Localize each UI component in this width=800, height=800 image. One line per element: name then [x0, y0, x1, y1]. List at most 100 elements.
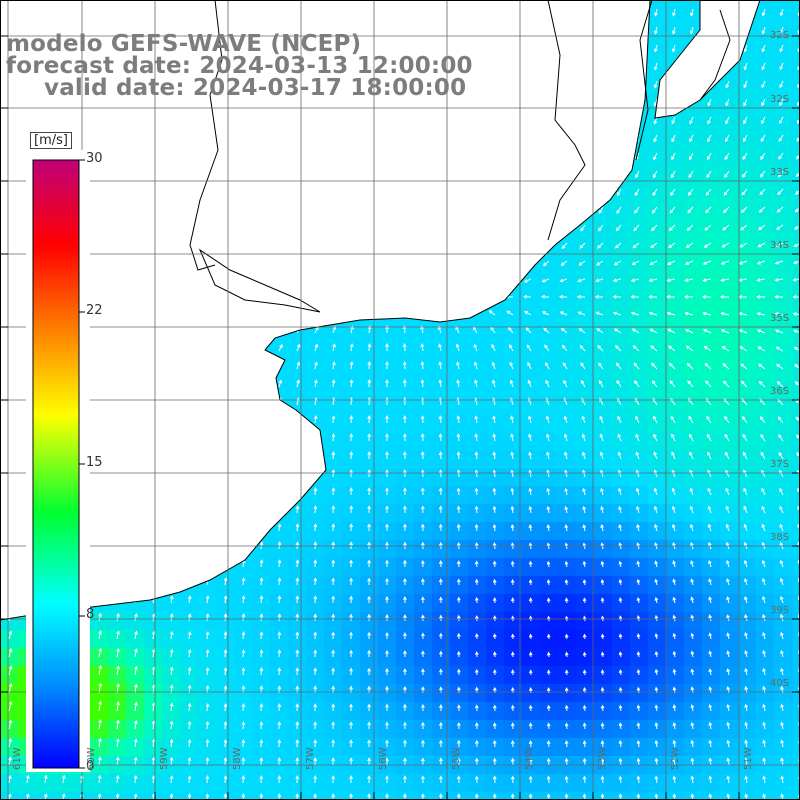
wind-arrow — [672, 523, 676, 532]
wind-arrow — [403, 559, 407, 568]
wind-arrow — [492, 597, 497, 604]
wind-arrow — [439, 632, 443, 640]
wind-arrow — [510, 415, 514, 424]
wind-arrow — [169, 630, 174, 640]
wind-arrow — [349, 757, 353, 766]
wind-arrow — [277, 667, 282, 676]
colorbar-label-0: 0 — [86, 759, 95, 774]
wind-arrow — [403, 650, 407, 658]
wind-arrow — [421, 739, 425, 748]
wind-arrow — [636, 651, 641, 658]
wind-arrow — [349, 343, 354, 352]
wind-arrow — [331, 721, 336, 730]
wind-arrow — [474, 469, 479, 478]
wind-arrow — [349, 577, 354, 586]
wind-arrow — [762, 703, 766, 712]
wind-arrow — [134, 612, 138, 622]
colorbar-label-30: 30 — [86, 151, 103, 166]
wind-arrow — [528, 415, 532, 424]
wind-arrow — [762, 775, 766, 784]
wind-arrow — [726, 757, 731, 766]
wind-arrow — [439, 614, 443, 622]
wind-arrow — [510, 722, 515, 730]
wind-arrow — [367, 739, 371, 748]
wind-arrow — [653, 487, 658, 496]
wind-arrow — [296, 379, 300, 388]
wind-arrow — [331, 703, 336, 712]
wind-arrow — [708, 757, 713, 766]
wind-arrow — [349, 523, 354, 532]
wind-arrow — [528, 487, 533, 496]
wind-arrow — [474, 668, 479, 676]
wind-arrow — [402, 361, 407, 370]
lat-label: 39S — [770, 605, 790, 616]
wind-arrow — [403, 757, 407, 766]
wind-arrow — [456, 704, 461, 712]
wind-arrow — [757, 346, 766, 352]
wind-arrow — [8, 682, 13, 694]
wind-arrow — [438, 469, 443, 478]
wind-arrow — [187, 756, 192, 766]
wind-arrow — [780, 613, 784, 622]
wind-arrow — [295, 559, 300, 568]
wind-arrow — [169, 666, 174, 676]
wind-arrow — [669, 380, 676, 388]
wind-arrow — [707, 98, 712, 107]
wind-arrow — [742, 152, 748, 161]
wind-arrow — [672, 8, 676, 17]
wind-arrow — [563, 433, 568, 442]
wind-arrow — [259, 739, 264, 748]
wind-arrow — [761, 80, 766, 89]
wind-arrow — [313, 667, 318, 676]
wind-arrow — [636, 739, 641, 748]
wind-arrow — [689, 116, 694, 125]
wind-arrow — [615, 362, 622, 370]
estuary — [198, 248, 321, 313]
wind-arrow — [653, 80, 658, 89]
wind-arrow — [618, 722, 623, 730]
wind-arrow — [720, 278, 730, 282]
wind-arrow — [403, 469, 407, 478]
wind-arrow — [367, 703, 371, 712]
wind-arrow — [651, 224, 658, 232]
wind-arrow — [523, 278, 532, 283]
wind-arrow — [582, 704, 587, 712]
wind-arrow — [758, 206, 766, 213]
wind-arrow — [474, 578, 479, 586]
wind-arrow — [403, 505, 407, 514]
wind-arrow — [600, 560, 605, 568]
wind-arrow — [649, 328, 658, 334]
wind-arrow — [367, 505, 371, 514]
wind-arrow — [510, 523, 515, 532]
wind-speed-cell — [792, 774, 800, 792]
wind-arrow — [726, 703, 731, 712]
forecast-date: forecast date: 2024-03-13 12:00:00 — [6, 53, 473, 79]
wind-arrow — [687, 380, 694, 388]
wind-arrow — [8, 756, 12, 766]
wind-arrow — [169, 756, 174, 766]
wind-speed-cell — [792, 432, 800, 450]
wind-arrow — [524, 311, 532, 316]
wind-arrow — [617, 188, 622, 197]
wind-arrow — [510, 739, 515, 748]
wind-arrow — [546, 722, 551, 730]
wind-arrow — [313, 757, 318, 766]
wind-speed-cell — [792, 324, 800, 342]
wind-arrow — [726, 614, 730, 622]
wind-arrow — [775, 346, 784, 352]
wind-arrow — [456, 596, 461, 604]
wind-arrow — [241, 595, 246, 604]
lon-label: 60W — [86, 747, 97, 770]
wind-arrow — [761, 116, 766, 125]
wind-arrow — [651, 362, 658, 370]
wind-arrow — [277, 577, 282, 586]
lon-label: 51W — [743, 747, 754, 770]
wind-arrow — [169, 738, 174, 748]
wind-arrow — [780, 649, 784, 658]
wind-arrow — [702, 328, 712, 334]
wind-arrow — [385, 667, 389, 675]
wind-arrow — [756, 329, 766, 334]
wind-arrow — [612, 278, 622, 283]
wind-arrow — [115, 774, 120, 784]
wind-arrow — [98, 737, 102, 748]
